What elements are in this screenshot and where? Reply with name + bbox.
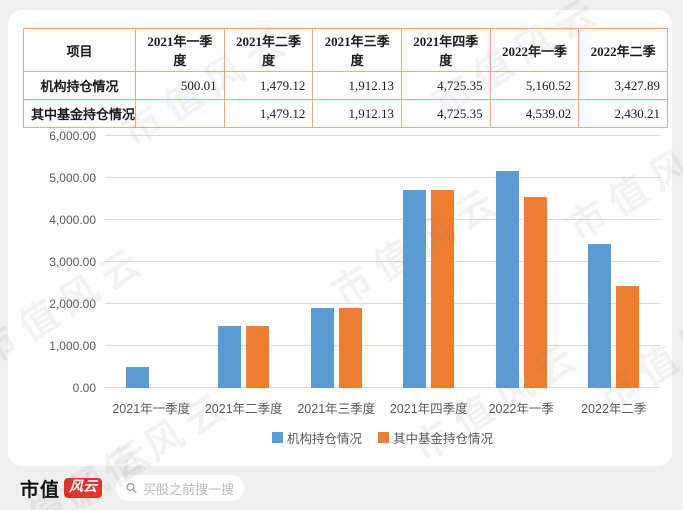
bar-slot <box>218 136 242 388</box>
gridline <box>105 387 660 388</box>
footer-bar: 市值 风云 买股之前搜一搜 <box>0 466 683 510</box>
bar-slot <box>125 136 149 388</box>
x-axis: 2021年一季度 2021年二季度 2021年三季度 2021年四季度 2022年一季 2… <box>105 398 660 417</box>
table-cell: 500.01 <box>135 71 225 100</box>
gridline <box>105 219 660 220</box>
y-tick-label: 2,000.00 <box>49 297 96 311</box>
bar <box>431 189 455 388</box>
table-header-2021q4: 2021年四季度 <box>400 28 491 72</box>
table-header-2022q2: 2022年二季 <box>578 28 668 72</box>
x-tick-label: 2021年二季度 <box>204 402 283 416</box>
brand-logo: 市值 风云 <box>20 475 103 502</box>
table-header-item: 项目 <box>23 28 136 72</box>
x-tick-label: 2021年四季度 <box>389 402 468 416</box>
table-cell: 1,479.12 <box>223 71 314 100</box>
bar <box>403 189 427 388</box>
bar-group <box>475 136 568 388</box>
row-label: 其中基金持仓情况 <box>23 99 136 128</box>
bar <box>310 307 334 388</box>
bar <box>338 307 362 388</box>
bar <box>523 197 547 388</box>
table-row: 机构持仓情况 500.01 1,479.12 1,912.13 4,725.35… <box>23 71 668 100</box>
legend-item: 机构持仓情况 <box>271 428 362 447</box>
table-cell: 1,912.13 <box>312 99 402 128</box>
table-cell: 4,725.35 <box>400 71 491 100</box>
bar-slot <box>154 136 177 388</box>
legend-item: 其中基金持仓情况 <box>378 428 493 447</box>
legend-label: 机构持仓情况 <box>286 432 362 446</box>
gridline <box>105 177 660 178</box>
bar-slot <box>495 136 519 388</box>
gridline <box>105 135 660 136</box>
bar <box>588 244 612 388</box>
row-label: 机构持仓情况 <box>23 71 136 100</box>
bar <box>246 325 270 388</box>
table-header-row: 项目 2021年一季度 2021年二季度 2021年三季度 2021年四季度 2… <box>23 28 668 72</box>
bar-group <box>105 136 198 388</box>
search-icon <box>126 482 137 494</box>
bar-group <box>198 136 291 388</box>
table-header-2021q3: 2021年三季度 <box>312 28 402 72</box>
search-placeholder: 买股之前搜一搜 <box>143 481 235 497</box>
plot-area <box>105 135 660 388</box>
bar-slot <box>616 136 640 388</box>
y-tick-label: 0.00 <box>72 381 96 395</box>
y-tick-label: 4,000.00 <box>49 213 96 227</box>
bar <box>616 285 640 388</box>
gridline <box>105 303 660 304</box>
table-row: 其中基金持仓情况 1,479.12 1,912.13 4,725.35 4,53… <box>23 99 668 128</box>
bar-group <box>383 136 476 388</box>
bar-slot <box>588 136 612 388</box>
table-cell: 1,912.13 <box>312 71 402 100</box>
table-cell: 2,430.21 <box>578 99 668 128</box>
chart-legend: 机构持仓情况 其中基金持仓情况 <box>105 428 660 447</box>
y-tick-label: 3,000.00 <box>49 255 96 269</box>
legend-label: 其中基金持仓情况 <box>393 432 494 446</box>
legend-swatch <box>378 432 389 443</box>
y-tick-label: 1,000.00 <box>49 339 96 353</box>
bar <box>495 171 519 388</box>
legend-swatch <box>271 432 283 443</box>
table-header-2021q1: 2021年一季度 <box>135 28 225 72</box>
x-tick-label: 2021年一季度 <box>112 402 191 416</box>
bar-slot <box>431 136 455 388</box>
brand-badge: 风云 <box>64 478 103 498</box>
gridline <box>105 261 660 262</box>
table-cell <box>135 99 225 128</box>
x-tick-label: 2022年二季 <box>581 402 647 416</box>
bar-groups <box>105 136 660 388</box>
bar-slot <box>523 136 547 388</box>
bar-slot <box>310 136 334 388</box>
x-tick-label: 2022年一季 <box>488 402 554 416</box>
search-box[interactable]: 买股之前搜一搜 <box>116 475 245 501</box>
table-cell: 1,479.12 <box>223 99 314 128</box>
table-cell: 4,725.35 <box>400 99 491 128</box>
x-tick-label: 2021年三季度 <box>297 402 376 416</box>
bar <box>125 367 149 388</box>
y-tick-label: 6,000.00 <box>49 129 96 143</box>
bar-group <box>290 136 383 388</box>
holdings-table: 项目 2021年一季度 2021年二季度 2021年三季度 2021年四季度 2… <box>23 28 668 128</box>
table-header-2022q1: 2022年一季 <box>489 28 580 72</box>
y-axis: 0.00 1,000.00 2,000.00 3,000.00 4,000.00 5,00… <box>8 129 96 395</box>
table-cell: 3,427.89 <box>578 71 668 100</box>
bar-chart: 0.00 1,000.00 2,000.00 3,000.00 4,000.00 5,00… <box>8 129 672 466</box>
content-card: 项目 2021年一季度 2021年二季度 2021年三季度 2021年四季度 2… <box>8 10 672 466</box>
y-tick-label: 5,000.00 <box>49 171 96 185</box>
gridline <box>105 345 660 346</box>
brand-text: 市值 <box>20 479 61 501</box>
bar-slot <box>246 136 270 388</box>
bar <box>218 325 242 388</box>
table-cell: 4,539.02 <box>489 99 580 128</box>
bar-slot <box>338 136 362 388</box>
table-header-2021q2: 2021年二季度 <box>223 28 314 72</box>
bar-slot <box>403 136 427 388</box>
table-cell: 5,160.52 <box>489 71 580 100</box>
bar-group <box>568 136 661 388</box>
